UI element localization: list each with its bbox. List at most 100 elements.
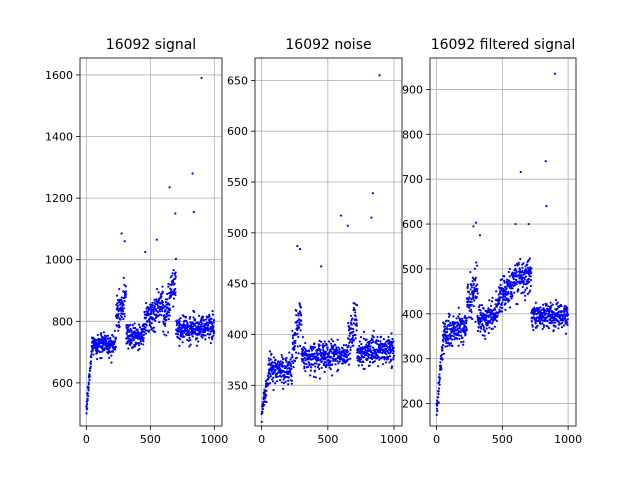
data-point: [342, 344, 345, 347]
data-point: [455, 337, 459, 340]
data-point: [108, 346, 112, 349]
data-point: [107, 352, 110, 355]
data-point: [526, 292, 529, 296]
data-point: [501, 307, 504, 310]
data-point: [497, 302, 501, 305]
data-point: [291, 353, 294, 356]
data-point: [445, 339, 448, 343]
data-point: [171, 272, 174, 275]
data-point: [106, 337, 109, 340]
data-point: [132, 326, 135, 330]
data-point: [112, 350, 115, 353]
data-point: [108, 356, 111, 359]
data-point: [496, 312, 500, 315]
outlier-point: [474, 221, 478, 224]
data-point: [293, 359, 297, 363]
data-point: [117, 323, 120, 327]
data-point: [268, 362, 271, 365]
data-point: [347, 363, 351, 366]
data-point: [125, 323, 129, 327]
data-point: [117, 329, 120, 332]
data-point: [553, 321, 557, 324]
data-point: [287, 376, 290, 379]
data-point: [120, 298, 123, 302]
data-point: [124, 285, 127, 288]
data-point: [499, 306, 502, 309]
data-point: [310, 349, 314, 352]
data-point: [269, 375, 272, 378]
data-point: [188, 345, 191, 348]
data-point: [382, 338, 385, 341]
data-point: [322, 342, 325, 346]
data-point: [314, 365, 317, 368]
y-tick-label: 500: [402, 263, 423, 276]
data-point: [290, 367, 293, 370]
data-point: [297, 335, 300, 339]
data-point: [509, 295, 512, 298]
data-point: [484, 317, 488, 320]
data-point: [545, 303, 548, 306]
y-tick-label: 900: [402, 83, 423, 96]
data-point: [286, 364, 289, 367]
data-point: [133, 332, 136, 335]
data-point: [130, 342, 133, 345]
data-point: [330, 374, 334, 377]
data-point: [453, 330, 456, 333]
data-point: [481, 324, 485, 327]
data-point: [538, 318, 541, 321]
data-point: [144, 332, 147, 335]
data-point: [302, 354, 305, 357]
data-point: [278, 361, 281, 365]
x-tick-label: 500: [492, 433, 513, 446]
data-point: [504, 285, 507, 289]
data-point: [528, 257, 531, 260]
data-point: [478, 304, 481, 307]
data-point: [352, 339, 356, 342]
data-point: [128, 330, 131, 333]
data-point: [298, 303, 301, 306]
data-point: [449, 321, 452, 325]
outlier-point: [144, 250, 147, 254]
data-point: [354, 334, 357, 337]
outlier-point: [478, 234, 482, 237]
data-point: [321, 360, 324, 363]
data-point: [168, 308, 172, 312]
data-point: [465, 322, 468, 325]
data-point: [160, 314, 163, 317]
data-point: [518, 268, 522, 271]
data-point: [268, 359, 271, 362]
data-point: [279, 360, 282, 363]
data-point: [542, 303, 545, 306]
subplot-1: 0 500 1000 600 800 1000 1200 1400 1600 16092 sign…: [45, 37, 228, 446]
data-point: [502, 298, 506, 301]
data-point: [500, 278, 504, 281]
data-point: [92, 353, 95, 356]
data-point: [161, 291, 164, 294]
data-point: [479, 325, 483, 328]
data-point: [194, 332, 197, 336]
data-point: [212, 321, 215, 324]
data-point: [290, 382, 293, 385]
data-point: [468, 306, 471, 310]
data-point: [210, 317, 213, 320]
data-point: [87, 386, 90, 389]
data-point: [140, 342, 143, 345]
data-point: [537, 308, 541, 311]
data-point: [154, 319, 157, 322]
data-point: [272, 389, 275, 392]
data-point: [506, 278, 509, 281]
data-point: [379, 351, 382, 354]
data-point: [282, 382, 285, 385]
data-point: [287, 383, 290, 386]
data-point: [437, 401, 440, 404]
data-point: [117, 309, 120, 313]
data-point: [565, 319, 568, 322]
data-point: [263, 403, 266, 407]
data-point: [130, 329, 133, 332]
data-point: [199, 318, 203, 322]
data-point: [494, 317, 497, 321]
data-point: [125, 337, 129, 340]
data-point: [292, 365, 295, 369]
data-point: [388, 361, 391, 364]
data-point: [392, 356, 395, 359]
